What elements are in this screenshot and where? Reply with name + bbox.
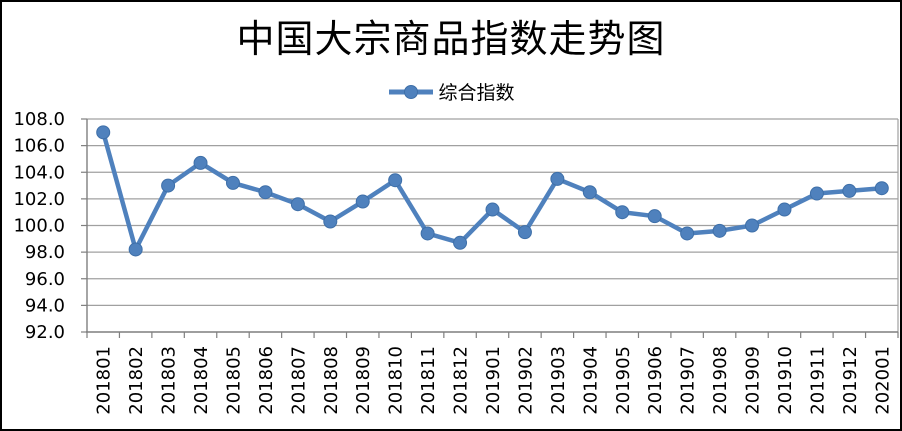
x-axis-label: 201812	[451, 346, 472, 415]
x-axis-label: 201903	[548, 346, 569, 415]
x-axis-label: 201807	[288, 346, 309, 415]
data-point-201801	[96, 125, 111, 140]
legend-label: 综合指数	[438, 83, 515, 104]
data-point-201903	[550, 171, 565, 186]
legend: 综合指数	[2, 78, 900, 105]
data-point-201904	[582, 185, 597, 200]
data-point-201807	[290, 197, 305, 212]
data-point-201809	[355, 194, 370, 209]
x-axis-label: 201906	[645, 346, 666, 415]
legend-dot-icon	[404, 84, 419, 99]
data-point-201808	[323, 214, 338, 229]
x-axis-label: 201811	[418, 346, 439, 415]
x-axis-label: 201909	[743, 346, 764, 415]
x-axis-label: 202001	[872, 346, 893, 415]
x-axis-label: 201905	[613, 346, 634, 415]
series-line	[100, 130, 885, 252]
x-axis-label: 201904	[580, 346, 601, 415]
x-axis-label: 201910	[775, 346, 796, 415]
data-point-201905	[615, 205, 630, 220]
x-axis-label: 201806	[256, 346, 277, 415]
x-axis-label: 201805	[223, 346, 244, 415]
y-axis-label: 94.0	[25, 295, 65, 316]
y-axis-label: 106.0	[13, 136, 65, 157]
data-point-201806	[258, 185, 273, 200]
x-axis-label: 201907	[678, 346, 699, 415]
data-point-202001	[874, 181, 889, 196]
x-axis-label: 201802	[126, 346, 147, 415]
data-point-201910	[777, 202, 792, 217]
data-point-201804	[193, 155, 208, 170]
data-point-201802	[128, 242, 143, 257]
y-axis-label: 92.0	[25, 322, 65, 343]
x-axis-label: 201803	[159, 346, 180, 415]
data-point-201812	[453, 235, 468, 250]
data-point-201902	[517, 225, 532, 240]
data-point-201907	[680, 226, 695, 241]
y-axis-label: 102.0	[13, 189, 65, 210]
y-axis-label: 96.0	[25, 269, 65, 290]
x-axis-label: 201801	[94, 346, 115, 415]
y-axis-label: 100.0	[13, 216, 65, 237]
data-point-201906	[647, 209, 662, 224]
x-axis-label: 201804	[191, 346, 212, 415]
x-axis-label: 201810	[386, 346, 407, 415]
data-point-201810	[388, 173, 403, 188]
x-axis-label: 201902	[515, 346, 536, 415]
chart-title: 中国大宗商品指数走势图	[236, 19, 666, 61]
data-point-201803	[161, 178, 176, 193]
x-axis-label: 201912	[840, 346, 861, 415]
data-point-201912	[842, 183, 857, 198]
data-point-201811	[420, 226, 435, 241]
data-point-201901	[485, 202, 500, 217]
x-axis-label: 201809	[353, 346, 374, 415]
y-axis-label: 104.0	[13, 162, 65, 183]
data-point-201908	[712, 223, 727, 238]
data-point-201909	[745, 218, 760, 233]
x-axis-label: 201908	[710, 346, 731, 415]
x-axis-label: 201911	[807, 346, 828, 415]
legend-line-marker-icon	[389, 84, 434, 99]
data-point-201911	[809, 186, 824, 201]
x-axis-label: 201901	[483, 346, 504, 415]
y-axis-label: 108.0	[13, 109, 65, 130]
data-point-201805	[225, 175, 240, 190]
x-axis-label: 201808	[321, 346, 342, 415]
y-axis-label: 98.0	[25, 242, 65, 263]
